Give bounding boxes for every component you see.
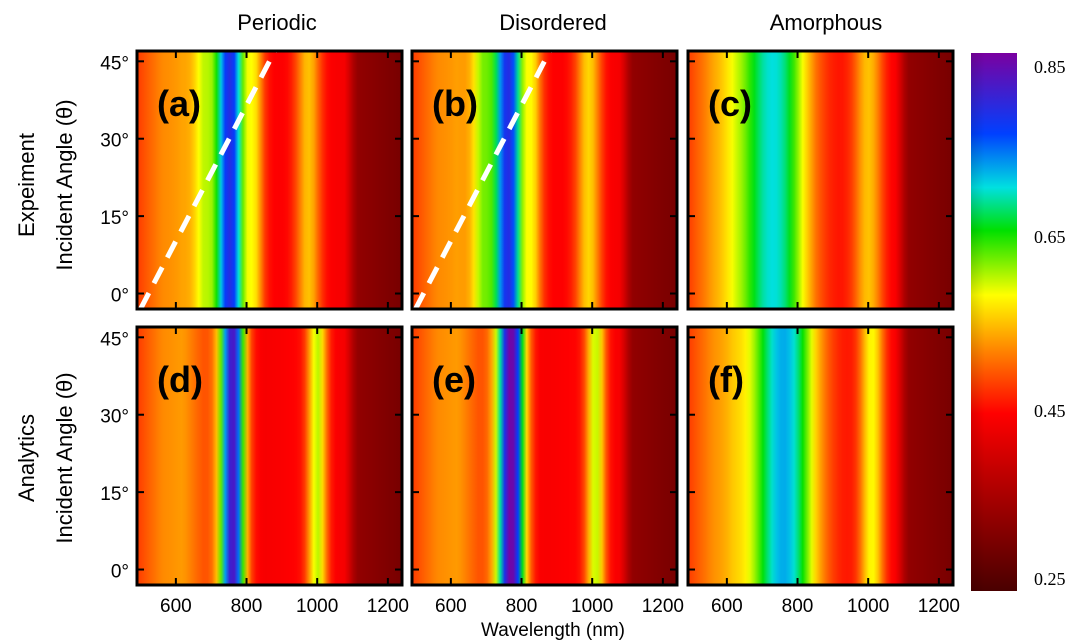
x-tick-label: 600 [160,596,192,617]
dispersion-dashed-line [138,49,278,311]
y-tick-label: 30° [100,131,129,152]
panel-c: (c) [686,49,955,311]
colorbar: 0.85 0.65 0.45 0.25 [971,53,1066,591]
panel-frame [410,49,679,311]
x-tick-label: 1000 [847,596,889,617]
panel-label: (f) [708,359,744,400]
heatmap-panels: (a) (b) (c) (d) (e) (f) [135,49,955,587]
panel-label: (e) [432,359,476,400]
column-title-amorphous: Amorphous [770,10,883,35]
x-tick-label: 1000 [296,596,338,617]
y-tick-label: 45° [100,53,129,74]
y-tick-label: 30° [100,407,129,428]
x-tick-label: 600 [711,596,743,617]
colorbar-tick-0.65: 0.65 [1034,227,1066,247]
colorbar-shading [971,53,1017,591]
y-tick-label: 45° [100,329,129,350]
x-tick-label: 800 [231,596,263,617]
panel-d: (d) [135,325,404,587]
y-axis-label-bottom: Incident Angle (θ) [52,372,77,543]
panel-label: (b) [432,83,478,124]
column-title-disordered: Disordered [499,10,607,35]
panel-frame [686,325,955,587]
x-tick-label: 1200 [642,596,684,617]
panel-label: (c) [708,83,752,124]
panel-label: (d) [157,359,203,400]
x-tick-label: 800 [506,596,538,617]
colorbar-tick-0.85: 0.85 [1034,57,1066,77]
panel-f: (f) [686,325,955,587]
panel-b: (b) [410,49,679,311]
heatmap-cells [137,51,402,309]
y-tick-label: 15° [100,208,129,229]
panel-frame [135,325,404,587]
y-tick-label: 15° [100,484,129,505]
dispersion-dashed-line [413,49,553,311]
y-axis-label-top: Incident Angle (θ) [52,99,77,270]
x-tick-label: 1000 [571,596,613,617]
heatmap-cells [688,51,953,309]
heatmap-cells [688,327,953,585]
y-tick-label: 0° [111,562,129,583]
colorbar-tick-0.25: 0.25 [1034,569,1066,589]
x-axis-label: Wavelength (nm) [481,620,625,641]
panel-frame [410,325,679,587]
panel-frame [686,49,955,311]
row-label-analytics: Analytics [14,414,39,502]
heatmap-cells [412,51,677,309]
panel-a: (a) [135,49,404,311]
column-title-periodic: Periodic [237,10,316,35]
heatmap-cells [137,327,402,585]
panel-label: (a) [157,83,201,124]
colorbar-tick-0.45: 0.45 [1034,401,1066,421]
x-tick-label: 1200 [918,596,960,617]
panel-frame [135,49,404,311]
x-tick-label: 600 [435,596,467,617]
x-tick-label: 1200 [367,596,409,617]
row-label-experiment: Expeiment [14,133,39,237]
x-tick-label: 800 [782,596,814,617]
panel-e: (e) [410,325,679,587]
heatmap-cells [412,327,677,585]
y-tick-label: 0° [111,286,129,307]
axes: 0° 15° 30° 45° 0° 15° 30° 45° 600 800 1000 1200 600 8… [100,51,960,617]
